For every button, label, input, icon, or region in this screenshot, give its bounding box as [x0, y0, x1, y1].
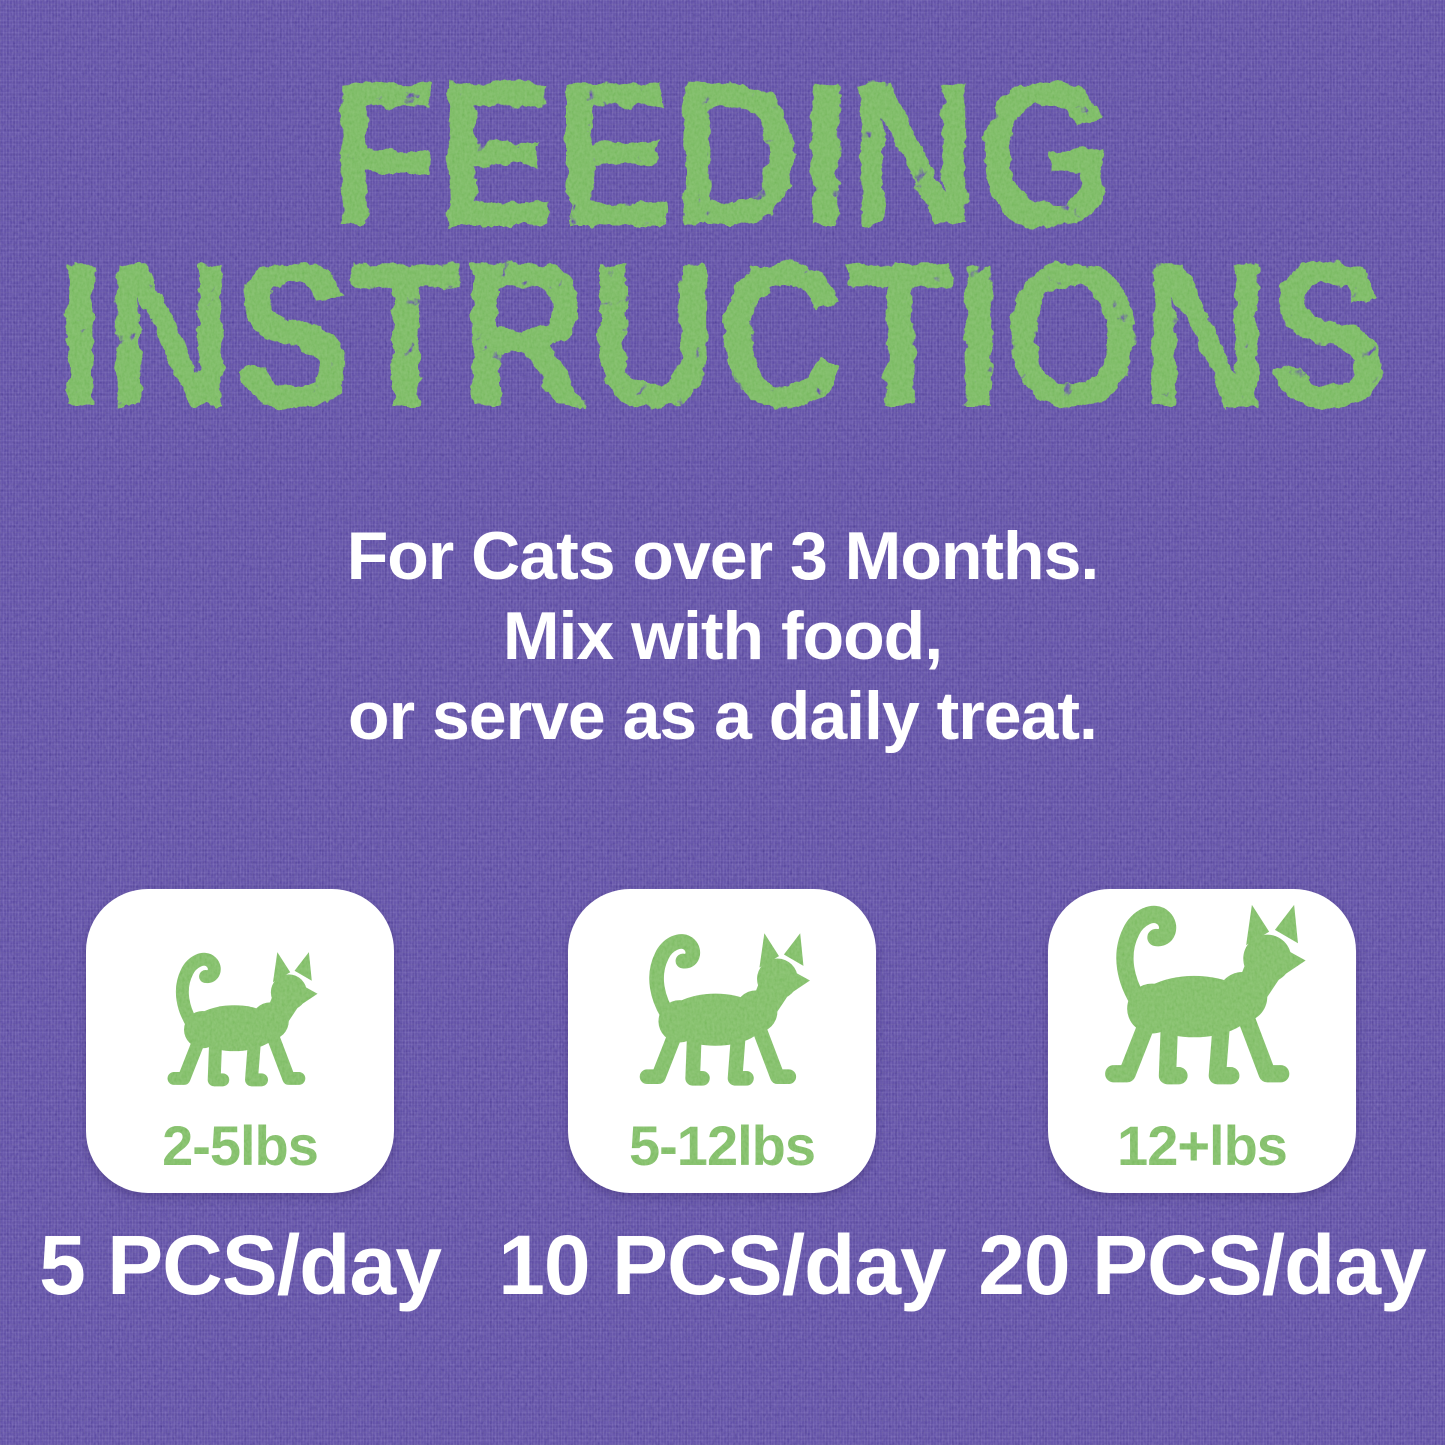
dosage-label-small: 5 PCS/day	[39, 1218, 442, 1312]
cat-medium-icon	[621, 930, 823, 1093]
weight-range-label: 2-5lbs	[162, 1114, 319, 1177]
subtitle-line2: Mix with food,	[502, 598, 943, 674]
subtitle-line3: or serve as a daily treat.	[348, 678, 1098, 754]
dosage-label-large: 20 PCS/day	[978, 1218, 1427, 1312]
weight-range-label: 12+lbs	[1117, 1114, 1288, 1177]
page-title: FEEDING INSTRUCTIONS	[56, 39, 1388, 440]
weight-card-large: 12+lbs	[1048, 889, 1356, 1193]
subtitle: For Cats over 3 Months. Mix with food, o…	[0, 516, 1445, 756]
cat-large-icon	[1083, 901, 1321, 1093]
page-title-line2: INSTRUCTIONS	[56, 220, 1388, 440]
weight-range-label: 5-12lbs	[629, 1114, 816, 1177]
weight-card-medium: 5-12lbs	[568, 889, 876, 1193]
weight-card-small: 2-5lbs	[86, 889, 394, 1193]
subtitle-line1: For Cats over 3 Months.	[346, 518, 1100, 594]
cat-small-icon	[151, 949, 329, 1093]
dosage-label-medium: 10 PCS/day	[498, 1218, 947, 1312]
